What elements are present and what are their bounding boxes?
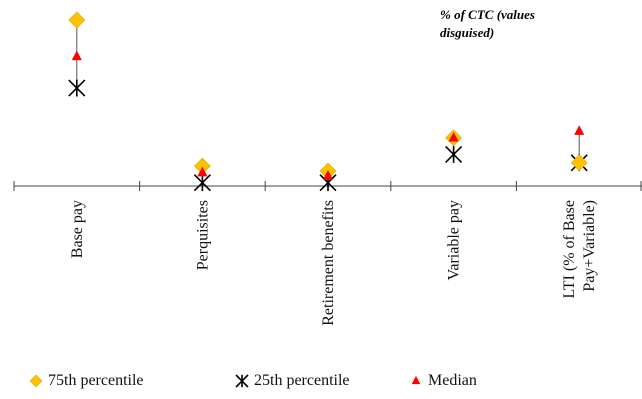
x-tick-label: Base pay [69, 200, 86, 258]
legend-label: 25th percentile [254, 372, 350, 389]
chart-note: % of CTC (values disguised) [440, 7, 535, 40]
legend-item-25th-percentile: 25th percentile [234, 368, 350, 394]
legend-label: 75th percentile [48, 372, 144, 389]
point-median-perquisites [197, 166, 208, 177]
legend-marker-75th-percentile [29, 374, 43, 388]
point-25th-percentile-perquisites [193, 174, 211, 192]
x-tick-label: LTI (% of Base Pay+Variable) [561, 200, 598, 299]
legend-label: Median [428, 372, 477, 389]
point-median-variable-pay [448, 131, 459, 142]
point-median-base-pay [71, 50, 82, 61]
x-tick-label: Retirement benefits [320, 200, 337, 326]
x-tick-label: Variable pay [446, 200, 463, 280]
legend-item-75th-percentile: 75th percentile [28, 368, 144, 394]
legend-marker-25th-percentile [235, 374, 249, 388]
point-75th-percentile-lti-of-base-pay-variable [570, 154, 588, 172]
point-median-lti-of-base-pay-variable [574, 125, 585, 135]
point-25th-percentile-variable-pay [445, 145, 463, 164]
legend-marker-median [411, 375, 421, 385]
point-25th-percentile-base-pay [68, 79, 86, 97]
x-tick-label: Perquisites [194, 200, 211, 270]
point-median-retirement-benefits [322, 170, 334, 180]
chart-plot: Base pay Perquisites Retirement benefits Va… [13, 11, 642, 326]
legend-item-median: Median [408, 368, 477, 394]
legend: 75th percentile 25th percentile Median [0, 368, 642, 394]
point-75th-percentile-base-pay [68, 11, 86, 29]
